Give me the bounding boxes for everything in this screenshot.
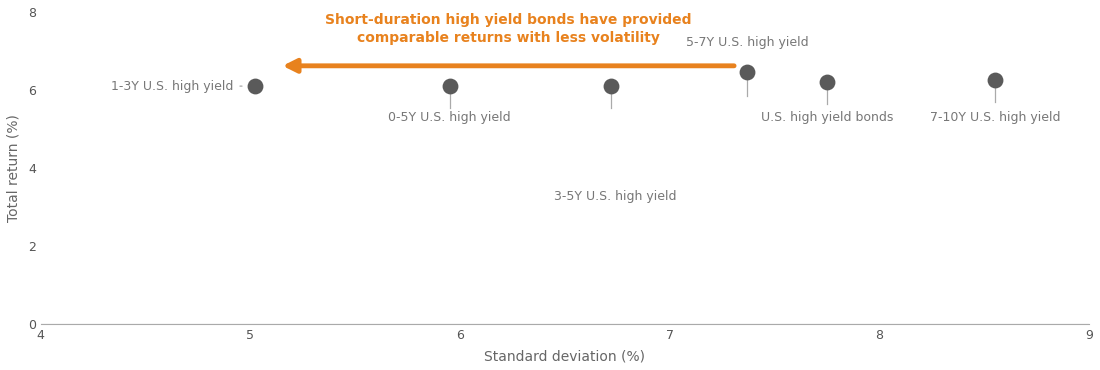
Point xyxy=(245,83,263,89)
Text: 3-5Y U.S. high yield: 3-5Y U.S. high yield xyxy=(554,189,676,202)
Point xyxy=(986,77,1003,83)
Text: 7-10Y U.S. high yield: 7-10Y U.S. high yield xyxy=(930,111,1060,124)
Text: 5-7Y U.S. high yield: 5-7Y U.S. high yield xyxy=(686,36,808,49)
Y-axis label: Total return (%): Total return (%) xyxy=(7,114,21,222)
X-axis label: Standard deviation (%): Standard deviation (%) xyxy=(484,349,646,363)
Point xyxy=(603,83,620,89)
Text: Short-duration high yield bonds have provided
comparable returns with less volat: Short-duration high yield bonds have pro… xyxy=(326,13,692,45)
Text: U.S. high yield bonds: U.S. high yield bonds xyxy=(761,111,893,124)
Point xyxy=(441,83,459,89)
Text: 1-3Y U.S. high yield: 1-3Y U.S. high yield xyxy=(111,80,233,92)
Point xyxy=(818,79,836,85)
Text: 0-5Y U.S. high yield: 0-5Y U.S. high yield xyxy=(388,111,510,124)
Point xyxy=(738,70,756,75)
